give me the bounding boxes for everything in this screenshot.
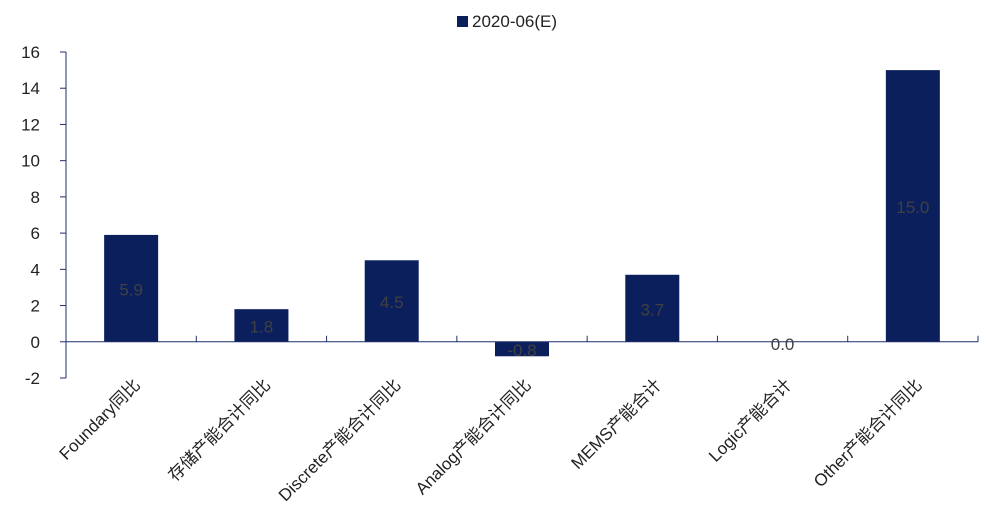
y-tick-label: 4 <box>31 260 40 279</box>
data-label-5: 3.7 <box>640 300 664 319</box>
bar-3 <box>364 260 419 342</box>
y-tick-label: 2 <box>31 297 40 316</box>
legend-label: 2020-06(E) <box>472 12 557 31</box>
data-labels: 5.9 1.8 4.5 -0.8 3.7 0.0 15.0 <box>119 198 929 360</box>
data-label-6: 0.0 <box>771 335 795 354</box>
y-tick-label: 16 <box>21 43 40 62</box>
y-tick-label: 8 <box>31 188 40 207</box>
y-tick-label: 14 <box>21 79 40 98</box>
y-tick-label: 6 <box>31 224 40 243</box>
x-tick-labels: Foundary同比 存储产能合计同比 Discrete产能合计同比 Analog产能… <box>56 375 926 505</box>
x-category-label-1: Foundary同比 <box>56 375 144 463</box>
y-tick-label: 0 <box>31 333 40 352</box>
y-tick-label: 10 <box>21 152 40 171</box>
x-category-label-4: Analog产能合计同比 <box>412 375 535 498</box>
bar-7 <box>885 70 940 342</box>
data-label-4: -0.8 <box>507 341 536 360</box>
y-axis: -2 0 2 4 6 8 10 12 14 16 <box>21 43 67 388</box>
bar-5 <box>625 274 680 342</box>
legend-swatch <box>457 16 468 27</box>
bar-2 <box>234 309 289 342</box>
data-label-2: 1.8 <box>250 317 274 336</box>
bar-1 <box>104 234 159 342</box>
data-label-7: 15.0 <box>896 198 929 217</box>
data-label-1: 5.9 <box>119 280 143 299</box>
y-tick-label: 12 <box>21 115 40 134</box>
x-axis <box>65 335 979 343</box>
bar-4 <box>495 341 549 357</box>
y-tick-label: -2 <box>25 369 40 388</box>
bars <box>104 70 940 357</box>
x-category-label-3: Discrete产能合计同比 <box>275 375 405 505</box>
legend: 2020-06(E) <box>457 12 557 31</box>
x-category-label-7: Other产能合计同比 <box>810 375 926 491</box>
x-category-label-6: Logic产能合计 <box>705 375 795 465</box>
x-category-label-5: MEMS产能合计 <box>568 375 666 473</box>
data-label-3: 4.5 <box>380 293 404 312</box>
x-category-label-2: 存储产能合计同比 <box>165 375 275 485</box>
